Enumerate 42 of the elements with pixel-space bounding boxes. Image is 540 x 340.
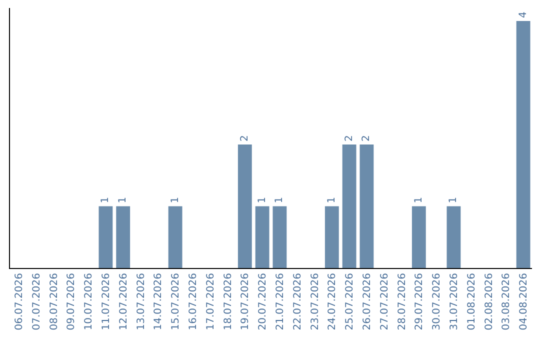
data-label: 1: [170, 196, 181, 204]
x-tick-label: 12.07.2026: [118, 273, 130, 330]
data-label: 1: [256, 196, 268, 204]
x-tick-label: 24.07.2026: [327, 273, 338, 330]
x-tick-label: 03.08.2026: [501, 273, 512, 330]
data-label: 1: [118, 196, 129, 204]
x-tick-label: 06.07.2026: [14, 273, 25, 330]
x-tick-label: 19.07.2026: [240, 273, 252, 330]
x-tick-label: 09.07.2026: [66, 273, 78, 330]
x-tick-label: 02.08.2026: [484, 273, 495, 330]
x-tick-label: 14.07.2026: [153, 273, 164, 330]
data-label: 2: [361, 135, 372, 142]
x-tick-label: 07.07.2026: [31, 273, 42, 330]
x-tick-label: 20.07.2026: [258, 273, 269, 330]
x-tick-label: 23.07.2026: [310, 273, 321, 330]
x-tick-label: 18.07.2026: [222, 273, 234, 330]
data-label: 2: [344, 135, 355, 142]
data-label: 2: [239, 135, 250, 142]
x-tick-label: 26.07.2026: [362, 273, 373, 330]
x-tick-label: 29.07.2026: [414, 273, 426, 330]
data-label: 1: [274, 196, 286, 204]
x-tick-label: 16.07.2026: [188, 273, 199, 330]
data-label: 1: [100, 196, 112, 204]
x-tick-label: 01.08.2026: [466, 273, 478, 330]
data-label: 1: [448, 196, 460, 204]
x-tick-label: 21.07.2026: [274, 273, 286, 330]
data-label: 1: [326, 196, 338, 204]
x-tick-label: 28.07.2026: [396, 273, 408, 330]
x-tick-label: 13.07.2026: [136, 273, 147, 330]
x-tick-label: 15.07.2026: [170, 273, 182, 330]
x-tick-label: 11.07.2026: [100, 273, 112, 330]
x-tick-label: 30.07.2026: [432, 273, 443, 330]
data-label: 1: [413, 196, 424, 204]
data-label: 4: [518, 12, 529, 18]
x-tick-label: 27.07.2026: [379, 273, 390, 330]
x-tick-label: 31.07.2026: [448, 273, 460, 330]
x-tick-label: 22.07.2026: [292, 273, 304, 330]
x-tick-label: 25.07.2026: [344, 273, 356, 330]
x-tick-label: 08.07.2026: [48, 273, 60, 330]
x-tick-label: 10.07.2026: [84, 273, 95, 330]
x-tick-label: 17.07.2026: [205, 273, 216, 330]
x-tick-label: 04.08.2026: [518, 273, 530, 330]
